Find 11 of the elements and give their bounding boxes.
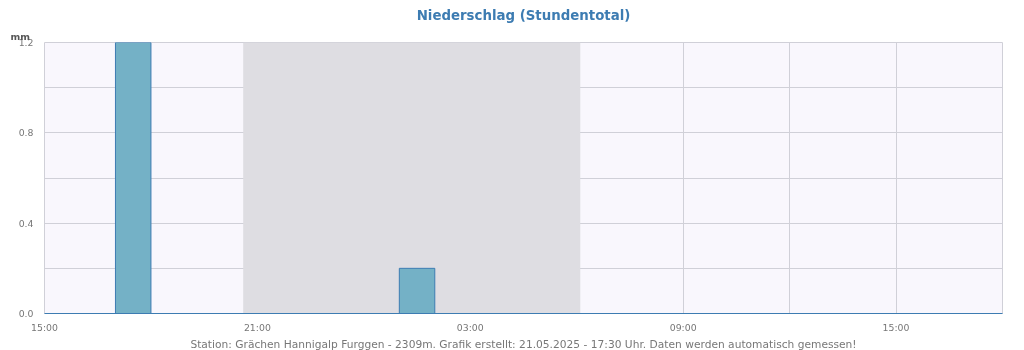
x-tick-label: 21:00 [243,321,271,333]
y-axis-title: mm [10,30,30,42]
x-tick-label: 09:00 [669,321,697,333]
x-tick-label: 15:00 [882,321,910,333]
y-tick-label: 0.4 [18,217,34,229]
chart-title: Niederschlag (Stundentotal) [416,7,631,23]
x-tick-label: 03:00 [456,321,484,333]
y-tick-label: 0.0 [18,308,34,319]
text: Station: Grächen Hannigalp Furggen - 2309m. Grafik erstellt: 21.05.2025 - 17:30 Uhr. Daten werden automatisch gemessen! [190,337,857,350]
x-tick-label: 15:00 [31,321,59,333]
y-tick-label: 0.8 [18,127,34,139]
